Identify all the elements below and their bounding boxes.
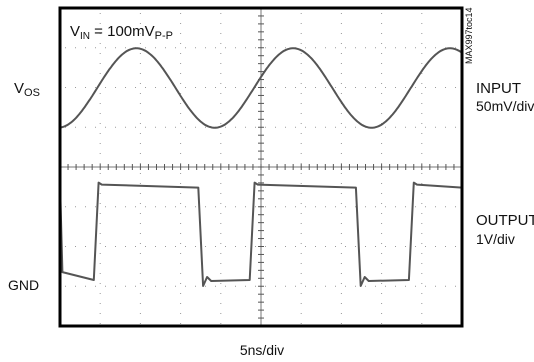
vin-annotation: VIN = 100mVP-P (70, 23, 173, 42)
traces (59, 47, 463, 287)
output-trace (59, 181, 463, 287)
watermark: MAX997toc14 (464, 7, 474, 64)
x-axis-label: 5ns/div (240, 342, 284, 358)
output-scale-label: 1V/div (476, 231, 515, 247)
gnd-label: GND (8, 277, 39, 293)
vos-label: VOS (14, 80, 40, 99)
plot-frame (58, 6, 464, 328)
input-trace (59, 47, 463, 129)
output-label: OUTPUT (476, 212, 534, 229)
input-label: INPUT (476, 80, 521, 97)
input-scale-label: 50mV/div (476, 98, 534, 114)
grid (60, 8, 462, 326)
